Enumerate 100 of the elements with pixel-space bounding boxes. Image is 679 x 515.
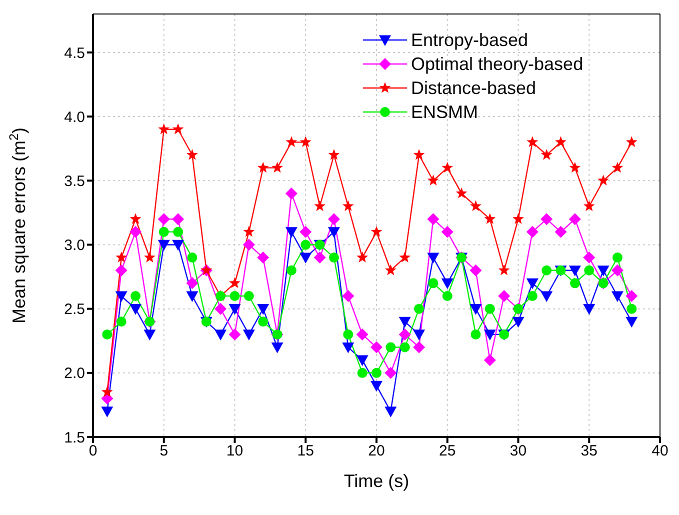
point [598,174,610,186]
point [498,264,510,276]
point [229,277,240,288]
point [540,149,552,160]
point [570,278,580,288]
point [626,304,637,314]
point [173,226,184,237]
point [158,240,170,251]
legend-label: Distance-based [411,78,536,98]
point [386,342,396,352]
point [300,240,311,250]
point [314,252,326,264]
point [512,213,524,224]
point [427,252,440,264]
point [484,354,496,366]
point [214,302,227,315]
point [130,226,142,238]
point [328,213,340,226]
point [271,342,284,354]
point [612,252,622,263]
point [342,290,354,302]
point [427,174,439,186]
point [568,266,581,276]
x-tick-label: 35 [580,442,598,460]
point [356,328,368,340]
y-tick-label: 2.0 [64,365,85,382]
point [398,328,411,340]
point [257,304,270,315]
point [526,278,538,290]
point [328,252,339,263]
point [186,149,198,160]
point [611,291,624,302]
point [414,304,424,314]
x-tick-label: 15 [297,442,314,460]
point [300,136,312,148]
point [272,162,283,173]
point [285,227,298,238]
point [470,329,481,340]
point [442,291,452,301]
x-tick-label: 0 [88,442,98,460]
point [413,149,425,160]
point [172,123,184,134]
point [172,213,184,226]
point [413,341,426,354]
point [258,316,268,327]
point [428,278,438,288]
point [228,328,241,340]
point [342,342,354,354]
point [470,304,482,315]
point [328,149,340,160]
point [285,187,298,200]
point [484,304,495,314]
point [286,136,298,148]
point [526,136,538,148]
point [441,226,454,238]
point [328,227,340,238]
point [115,264,128,276]
point [540,213,553,226]
point [626,136,638,148]
point [158,213,170,226]
point [384,264,396,276]
point [470,200,482,212]
point [101,386,113,397]
y-tick-label: 4.5 [64,44,85,62]
point [130,291,141,301]
point [101,406,114,418]
point [342,200,354,212]
point [372,368,382,378]
point [172,240,184,251]
point [158,123,170,134]
point [512,316,524,328]
point [555,136,566,148]
point [130,304,142,315]
point [583,252,596,264]
point [456,187,468,198]
point [115,291,128,302]
point [370,380,382,392]
point [427,213,440,226]
legend-label: ENSMM [411,102,478,122]
point [526,226,538,238]
point [612,162,624,173]
point [242,238,255,251]
x-tick-label: 30 [510,442,527,460]
point [186,277,198,290]
point [498,290,510,302]
point [186,291,198,302]
point [357,368,368,378]
point [583,304,596,315]
x-tick-label: 40 [652,442,668,460]
point [356,252,368,262]
point [230,291,240,301]
point [597,266,610,276]
point [214,330,227,340]
x-tick-label: 20 [368,442,385,460]
point [568,213,581,226]
point [314,200,326,212]
point [399,252,411,262]
point [257,162,269,173]
x-tick-label: 25 [439,442,456,460]
y-tick-label: 3.5 [64,172,85,190]
